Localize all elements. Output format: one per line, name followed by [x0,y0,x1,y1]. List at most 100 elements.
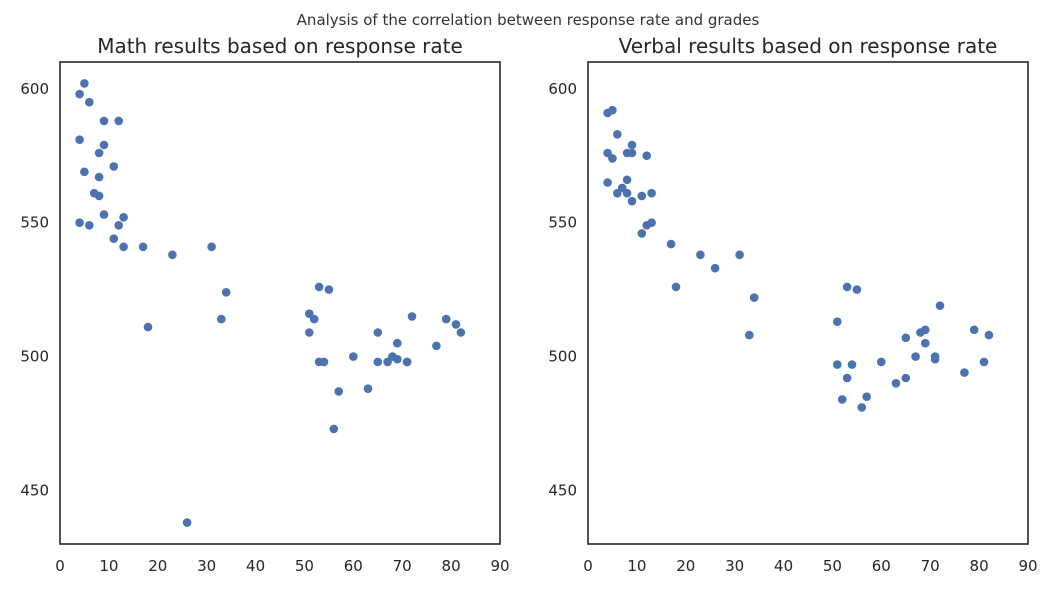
verbal-data-point [627,148,637,158]
math-data-point [94,148,104,158]
verbal-data-point [666,239,676,249]
verbal-data-point [627,140,637,150]
verbal-x-tick-label: 10 [627,557,646,575]
verbal-data-point [842,373,852,383]
math-data-point [182,518,192,527]
math-data-point [80,167,89,177]
math-data-point [373,357,383,367]
verbal-x-tick-label: 50 [823,557,842,575]
math-data-point [393,338,402,348]
verbal-data-point [642,221,651,230]
verbal-data-point [833,360,842,369]
verbal-x-tick-label: 70 [921,557,940,575]
math-x-tick-label: 40 [246,557,265,575]
math-data-point [75,89,84,99]
verbal-y-tick-label: 500 [548,348,577,366]
math-data-point [85,221,94,230]
math-x-tick-label: 20 [148,557,167,575]
math-data-point [221,288,231,297]
verbal-plot-frame [587,61,1029,545]
math-data-point [85,97,94,107]
math-data-point [393,354,402,364]
verbal-data-point [911,352,920,361]
verbal-data-point [745,330,754,340]
verbal-y-tick-label: 550 [548,214,577,232]
verbal-data-point [608,105,617,115]
math-data-point [75,218,84,227]
math-data-point [324,285,334,294]
math-x-tick-label: 30 [197,557,216,575]
math-data-point [432,341,441,351]
verbal-x-tick-label: 0 [583,557,593,575]
math-data-point [138,242,148,252]
math-data-point [451,320,461,329]
verbal-data-point [930,354,940,364]
math-x-tick-label: 10 [99,557,118,575]
math-data-point [373,328,383,337]
math-plot-frame [59,61,501,545]
verbal-y-tick-label: 600 [548,80,577,98]
math-data-point [75,135,84,144]
verbal-data-point [852,285,862,294]
math-data-point [363,384,373,394]
math-data-point [99,116,109,126]
math-scatter-panel: Math results based on response rate 0 10 2… [20,34,509,575]
math-points [75,79,466,527]
math-y-ticks: 450 500 550 600 [20,80,49,500]
verbal-data-point [608,154,617,163]
math-y-tick-label: 450 [20,481,49,499]
verbal-data-point [603,178,612,187]
math-data-point [94,191,104,201]
math-data-point [119,242,128,252]
verbal-data-point [613,188,622,198]
verbal-data-point [960,368,969,377]
verbal-chart-title: Verbal results based on response rate [619,34,998,58]
verbal-data-point [696,250,705,260]
math-data-point [305,328,314,337]
verbal-x-tick-label: 30 [725,557,744,575]
verbal-y-tick-label: 450 [548,481,577,499]
verbal-data-point [901,373,911,383]
verbal-x-tick-label: 90 [1018,557,1037,575]
math-data-point [119,213,128,222]
verbal-data-point [891,379,901,388]
verbal-data-point [979,357,989,367]
math-data-point [407,312,417,321]
math-data-point [168,250,177,260]
math-x-tick-label: 60 [344,557,363,575]
verbal-data-point [842,282,852,292]
verbal-x-tick-label: 40 [774,557,793,575]
math-data-point [109,234,119,243]
verbal-data-point [627,196,637,206]
math-data-point [207,242,216,252]
math-data-point [314,282,324,292]
verbal-x-ticks: 0 10 20 30 40 50 60 70 80 90 [583,557,1037,575]
verbal-data-point [622,188,632,198]
verbal-data-point [637,229,647,238]
math-x-tick-label: 90 [490,557,509,575]
math-data-point [143,322,153,332]
verbal-data-point [921,338,930,348]
math-data-point [329,424,339,434]
verbal-data-point [642,151,651,160]
math-data-point [99,210,109,219]
math-data-point [349,352,358,361]
verbal-data-point [710,263,720,273]
math-y-tick-label: 550 [20,214,49,232]
math-data-point [99,140,109,150]
verbal-data-point [735,250,744,260]
math-x-tick-label: 50 [295,557,314,575]
verbal-data-point [984,330,994,340]
math-data-point [114,221,123,230]
math-x-ticks: 0 10 20 30 40 50 60 70 80 90 [55,557,509,575]
verbal-data-point [935,301,945,311]
math-data-point [319,357,329,367]
verbal-data-point [969,325,979,335]
verbal-data-point [877,357,886,367]
figure-suptitle: Analysis of the correlation between resp… [297,11,760,29]
verbal-data-point [613,130,622,139]
math-data-point [114,116,123,126]
math-chart-title: Math results based on response rate [97,34,463,58]
math-data-point [94,172,104,182]
